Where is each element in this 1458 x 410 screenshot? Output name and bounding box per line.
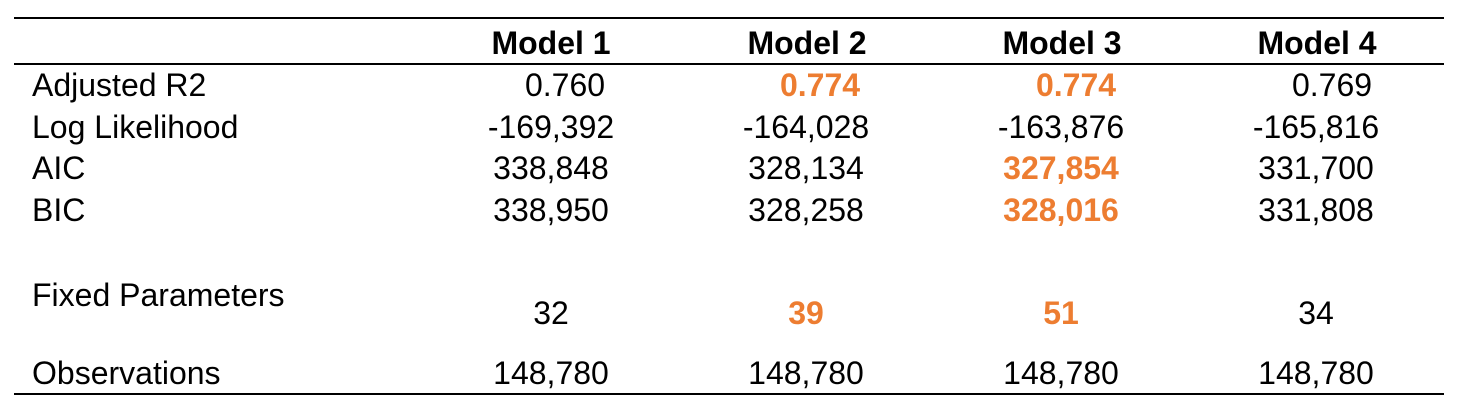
table-cell: 328,134 bbox=[748, 150, 864, 186]
table-cell: 34 bbox=[1298, 295, 1334, 331]
table-top-rule bbox=[14, 17, 1444, 19]
table-cell: 148,780 bbox=[1003, 355, 1119, 391]
column-header-model-4: Model 4 bbox=[1257, 25, 1377, 61]
table-cell: 328,258 bbox=[748, 192, 864, 228]
table-cell: 328,016 bbox=[1003, 192, 1119, 228]
column-header-model-3: Model 3 bbox=[1002, 25, 1122, 61]
row-label: Fixed Parameters bbox=[32, 277, 285, 313]
table-cell: 32 bbox=[533, 295, 569, 331]
row-label: Adjusted R2 bbox=[32, 67, 207, 103]
table-cell: 331,700 bbox=[1258, 150, 1374, 186]
table-cell: 327,854 bbox=[1003, 150, 1119, 186]
column-header-model-2: Model 2 bbox=[747, 25, 867, 61]
table-cell: 338,848 bbox=[493, 150, 609, 186]
table-cell: 0.774 bbox=[779, 67, 861, 103]
table-cell: -169,392 bbox=[487, 109, 615, 145]
row-label: BIC bbox=[32, 192, 86, 228]
table-cell: -164,028 bbox=[742, 109, 870, 145]
table-cell: 51 bbox=[1043, 295, 1079, 331]
table-cell: 338,950 bbox=[493, 192, 609, 228]
table-cell: 148,780 bbox=[493, 355, 609, 391]
table-cell: 148,780 bbox=[1258, 355, 1374, 391]
table-cell: 39 bbox=[788, 295, 824, 331]
table-header-rule bbox=[14, 63, 1444, 65]
column-header-model-1: Model 1 bbox=[491, 25, 611, 61]
table-cell: -165,816 bbox=[1252, 109, 1380, 145]
table-cell: 331,808 bbox=[1258, 192, 1374, 228]
row-label: AIC bbox=[32, 150, 86, 186]
table-cell: 0.774 bbox=[1035, 67, 1117, 103]
row-label: Observations bbox=[32, 355, 221, 391]
row-label: Log Likelihood bbox=[32, 109, 239, 145]
table-cell: 0.760 bbox=[524, 67, 606, 103]
table-cell: 148,780 bbox=[748, 355, 864, 391]
table-cell: 0.769 bbox=[1291, 67, 1373, 103]
table-bottom-rule bbox=[14, 393, 1444, 395]
table-cell: -163,876 bbox=[997, 109, 1125, 145]
